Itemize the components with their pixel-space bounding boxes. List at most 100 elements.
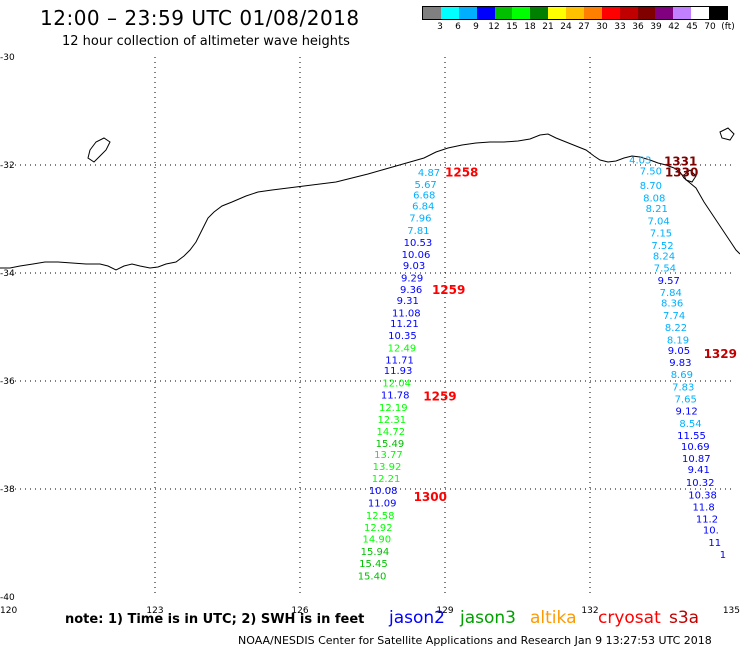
colorbar-swatch <box>619 7 638 19</box>
wave-height-label: 10.08 <box>369 486 398 497</box>
colorbar-label: 70 <box>704 22 716 32</box>
wave-height-label: 7.04 <box>648 217 670 228</box>
colorbar-swatch <box>530 7 549 19</box>
pass-time-label: 1259 <box>423 390 456 404</box>
wave-height-label: 10.06 <box>402 250 431 261</box>
colorbar-label: 15 <box>506 22 518 32</box>
legend-jason3: jason3 <box>460 608 516 628</box>
wave-height-label: 8.19 <box>667 335 689 346</box>
wave-height-label: 8.22 <box>665 323 687 334</box>
colorbar-label: 6 <box>455 22 461 32</box>
colorbar <box>422 6 728 20</box>
wave-height-label: 13.77 <box>374 450 403 461</box>
graticule <box>10 57 735 597</box>
wave-height-label: 8.69 <box>671 370 693 381</box>
colorbar-label: 27 <box>578 22 590 32</box>
colorbar-swatch <box>655 7 674 19</box>
colorbar-labels: 3 6 9 12 15 18 21 24 27 30 33 36 39 42 45 70 (ft) <box>422 22 735 34</box>
y-tick-label: -40 <box>0 593 15 603</box>
wave-height-label: 12.19 <box>379 403 408 414</box>
wave-height-label: 8.54 <box>679 419 701 430</box>
wave-height-label: 12.31 <box>378 415 407 426</box>
gulf-islands-path <box>683 127 735 183</box>
wave-height-label: 6.84 <box>412 202 434 213</box>
colorbar-label: 45 <box>686 22 698 32</box>
credit-line: NOAA/NESDIS Center for Satellite Applica… <box>238 634 712 647</box>
wave-height-label: 12.92 <box>364 523 393 534</box>
x-axis-labels: 120 123 126 129 132 135 <box>0 606 740 616</box>
wave-height-label: 11.93 <box>384 366 413 377</box>
wave-height-label: 7.96 <box>409 213 431 224</box>
colorbar-label: 21 <box>542 22 554 32</box>
wave-height-label: 10.87 <box>682 454 711 465</box>
colorbar-swatch <box>601 7 620 19</box>
colorbar-label: 12 <box>488 22 500 32</box>
x-tick-label: 123 <box>146 606 163 616</box>
wave-height-label: 5.67 <box>415 180 437 191</box>
wave-height-label: 9.31 <box>397 296 419 307</box>
coastline <box>0 127 740 271</box>
island-path <box>87 137 111 163</box>
x-tick-label: 132 <box>581 606 598 616</box>
legend-cryosat: cryosat <box>598 608 661 628</box>
wave-height-label: 15.45 <box>359 559 388 570</box>
legend-altika: altika <box>530 608 577 628</box>
wave-height-label: 13.92 <box>373 462 402 473</box>
wave-height-label: 7.74 <box>663 311 685 322</box>
colorbar-swatch <box>583 7 602 19</box>
wave-height-label: 12.58 <box>366 511 395 522</box>
wave-height-label: 8.24 <box>653 252 675 263</box>
wave-height-label: 9.41 <box>688 465 710 476</box>
wave-height-label: 1 <box>720 550 726 561</box>
colorbar-swatch <box>512 7 531 19</box>
wave-height-label: 14.90 <box>363 535 392 546</box>
coastline-path <box>0 133 740 271</box>
wave-height-label: 7.84 <box>660 288 682 299</box>
x-tick-label: 135 <box>723 606 740 616</box>
wave-height-label: 10.69 <box>681 442 710 453</box>
wave-height-label: 11.71 <box>385 355 414 366</box>
pass-time-label: 1300 <box>414 490 447 504</box>
wave-height-label: 11 <box>708 538 721 549</box>
colorbar-swatch <box>637 7 656 19</box>
colorbar-swatch <box>548 7 566 19</box>
track-labels: 4.875.676.686.847.967.8110.5310.069.039.… <box>358 155 737 583</box>
y-tick-label: -34 <box>0 269 15 279</box>
x-tick-label: 126 <box>291 606 308 616</box>
y-tick-label: -36 <box>0 377 15 387</box>
y-axis-labels: -30 -32 -34 -36 -38 -40 <box>0 53 15 603</box>
colorbar-label: 42 <box>668 22 680 32</box>
wave-height-label: 9.36 <box>400 285 422 296</box>
wave-height-label: 4.03 <box>629 156 651 167</box>
wave-height-label: 14.72 <box>377 427 406 438</box>
wave-height-label: 10.53 <box>404 238 433 249</box>
colorbar-swatch <box>476 7 495 19</box>
colorbar-label: 36 <box>632 22 644 32</box>
colorbar-swatch <box>566 7 584 19</box>
wave-height-label: 15.49 <box>376 439 405 450</box>
y-tick-label: -32 <box>0 161 15 171</box>
wave-height-label: 7.54 <box>654 264 676 275</box>
colorbar-swatch <box>691 7 709 19</box>
wave-height-label: 11.8 <box>692 502 714 513</box>
wave-height-label: 7.15 <box>650 229 672 240</box>
pass-time-label: 1259 <box>432 283 465 297</box>
pass-time-label: 1330 <box>665 165 698 179</box>
wave-height-label: 15.40 <box>358 571 387 582</box>
colorbar-swatch <box>423 7 441 19</box>
colorbar-swatch <box>494 7 513 19</box>
wave-height-label: 11.55 <box>677 431 706 442</box>
wave-height-label: 9.05 <box>668 346 690 357</box>
colorbar-swatch <box>673 7 692 19</box>
wave-height-label: 6.68 <box>413 191 435 202</box>
wave-height-label: 9.57 <box>658 276 680 287</box>
wave-height-label: 11.08 <box>392 308 421 319</box>
footer-note: note: 1) Time is in UTC; 2) SWH is in fe… <box>65 612 365 627</box>
pass-time-label: 1329 <box>704 347 737 361</box>
wave-height-label: 12.21 <box>372 474 401 485</box>
wave-height-label: 7.65 <box>675 394 697 405</box>
colorbar-label: 3 <box>437 22 443 32</box>
colorbar-label: (ft) <box>721 22 735 32</box>
